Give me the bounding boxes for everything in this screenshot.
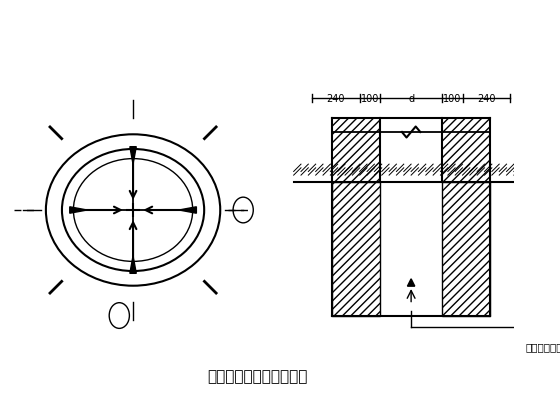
Bar: [442, 182, 490, 315]
Bar: [442, 118, 490, 182]
Text: d: d: [408, 94, 414, 105]
Text: 标高控制标记: 标高控制标记: [526, 343, 560, 353]
Text: 240: 240: [326, 94, 345, 105]
Polygon shape: [130, 147, 136, 164]
Polygon shape: [179, 207, 197, 213]
Bar: [332, 182, 380, 315]
Text: 100: 100: [443, 94, 461, 105]
Polygon shape: [408, 279, 415, 286]
Polygon shape: [130, 256, 136, 273]
Text: 240: 240: [477, 94, 496, 105]
Text: 100: 100: [361, 94, 379, 105]
Polygon shape: [70, 207, 87, 213]
Bar: [332, 118, 380, 182]
Text: 挖孔桩轴线、标高示意图: 挖孔桩轴线、标高示意图: [207, 369, 307, 384]
